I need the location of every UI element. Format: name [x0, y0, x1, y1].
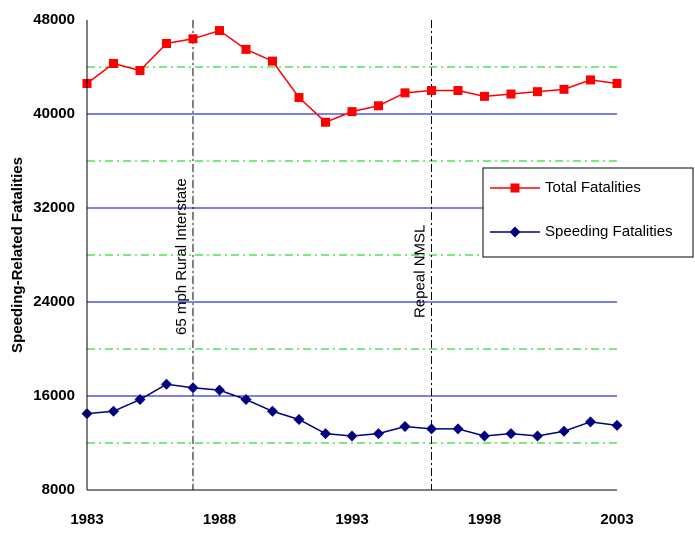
y-axis-label: Speeding-Related Fatalities	[9, 157, 26, 353]
marker	[320, 428, 331, 440]
marker	[505, 428, 517, 440]
y-tick-label: 48000	[33, 11, 75, 28]
marker	[321, 117, 330, 127]
marker	[214, 384, 225, 396]
series-line	[86, 383, 618, 437]
marker	[559, 84, 569, 94]
marker	[585, 416, 596, 428]
marker	[161, 378, 172, 390]
marker	[480, 91, 489, 101]
marker	[187, 382, 199, 394]
marker	[109, 58, 118, 68]
x-tick-label: 1983	[70, 511, 103, 528]
marker	[294, 93, 304, 103]
marker	[452, 423, 464, 435]
marker	[188, 34, 198, 44]
marker	[374, 101, 383, 111]
x-tick-label: 2003	[600, 511, 633, 528]
marker	[293, 414, 305, 425]
marker	[612, 78, 622, 88]
marker	[400, 88, 410, 98]
legend	[482, 167, 694, 258]
marker	[241, 44, 251, 54]
x-tick-label: 1998	[468, 511, 501, 528]
marker	[135, 66, 145, 76]
marker	[373, 428, 384, 440]
marker	[506, 89, 516, 99]
marker	[427, 86, 436, 95]
marker	[134, 394, 146, 406]
marker	[215, 26, 224, 36]
marker	[479, 430, 490, 442]
marker	[532, 430, 543, 442]
x-tick-label: 1988	[203, 511, 236, 528]
marker	[162, 39, 171, 48]
y-tick-label: 16000	[33, 387, 75, 404]
annotation: Repeal NMSL	[411, 225, 428, 318]
legend-label: Speeding Fatalities	[545, 223, 673, 240]
marker	[347, 107, 357, 117]
marker	[558, 425, 570, 437]
y-tick-label: 32000	[33, 199, 75, 216]
marker	[586, 75, 595, 85]
marker	[240, 394, 252, 406]
marker	[346, 430, 358, 442]
marker	[533, 87, 542, 97]
marker	[108, 405, 119, 417]
annotation: 65 mph Rural Interstate	[173, 178, 190, 335]
legend-marker	[509, 226, 521, 238]
y-tick-label: 24000	[33, 293, 75, 310]
marker	[453, 86, 463, 95]
marker	[611, 419, 623, 431]
legend-marker	[510, 183, 520, 193]
marker	[268, 56, 277, 66]
y-tick-label: 40000	[33, 105, 75, 122]
legend-label: Total Fatalities	[545, 179, 641, 196]
x-tick-label: 1993	[335, 511, 368, 528]
marker	[399, 421, 411, 433]
marker	[426, 423, 437, 435]
marker	[267, 405, 278, 417]
y-tick-label: 8000	[42, 481, 75, 498]
